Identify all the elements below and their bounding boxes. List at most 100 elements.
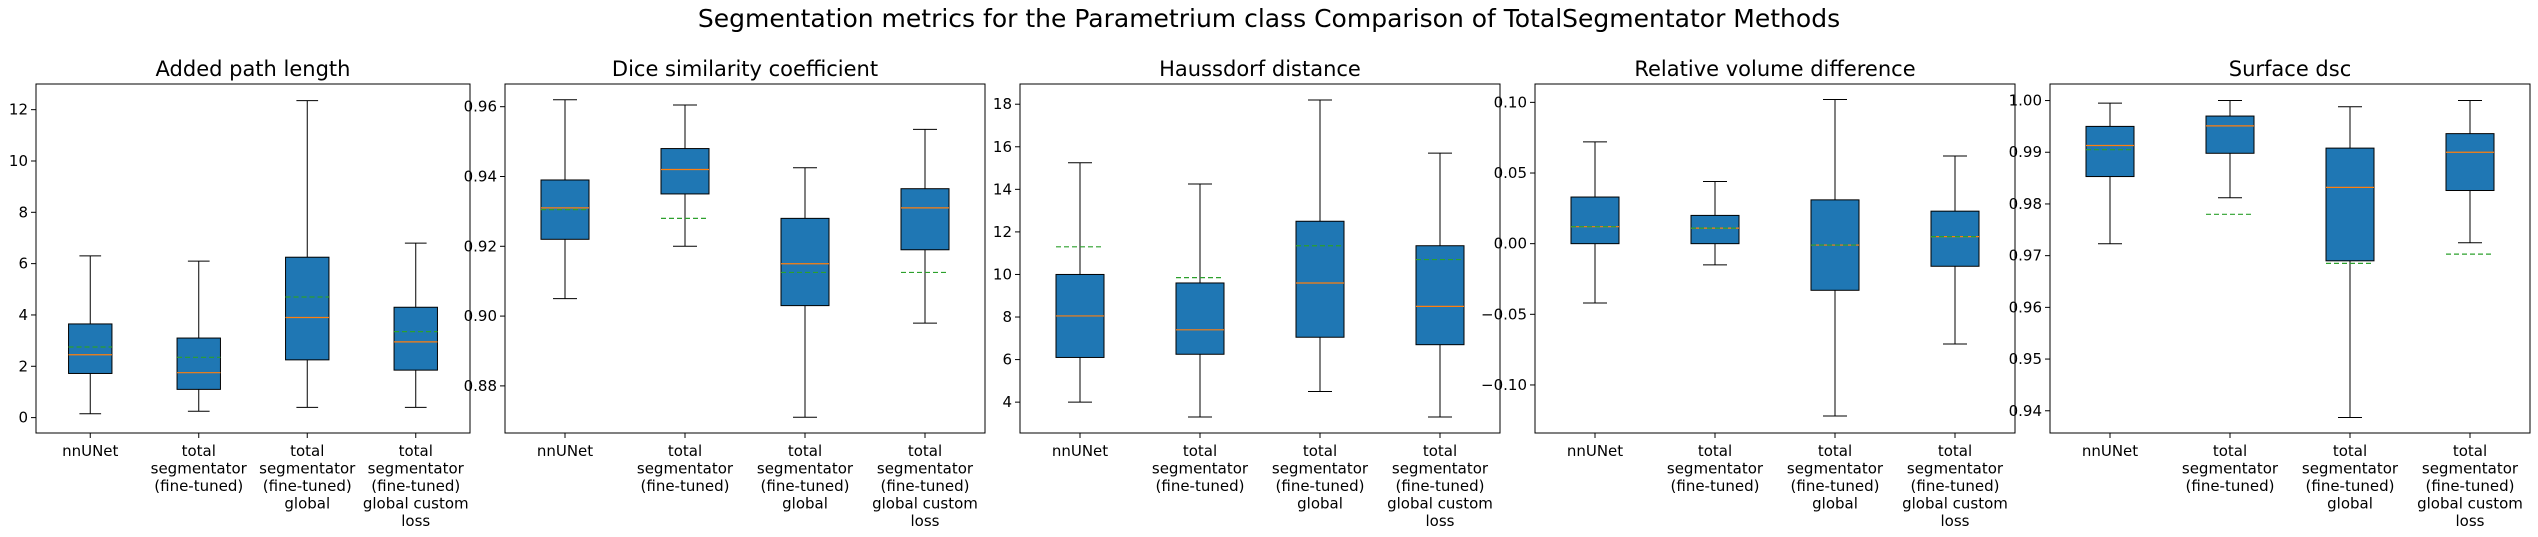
box-2 [2205,100,2255,215]
box-1 [1055,162,1105,403]
x-tick-label: total segmentator (fine-tuned) [1152,442,1249,495]
box-3 [285,100,330,408]
box-2 [1690,180,1740,266]
iqr-box [1295,220,1345,338]
iqr-box [2445,133,2495,192]
x-tick-label: total segmentator (fine-tuned) global custo… [1387,442,1493,530]
box-2 [660,104,710,247]
y-tick-label: 2 [18,357,28,375]
x-tick-label: nnUNet [1567,442,1623,460]
y-tick-label: 0.99 [2009,143,2042,161]
iqr-box [2325,147,2375,262]
axes-frame [2049,83,2531,434]
y-tick-label: 0.95 [2009,350,2042,368]
y-tick-label: 6 [1002,351,1012,369]
y-tick-label: 12 [9,101,28,119]
y-tick-label: 0.05 [1494,164,1527,182]
y-tick-label: 0.96 [464,98,497,116]
x-tick-label: total segmentator (fine-tuned) global [259,442,356,513]
x-tick-label: total segmentator (fine-tuned) global [1272,442,1369,513]
y-tick-label: 0.94 [2009,402,2042,420]
y-tick-label: 8 [18,203,28,221]
y-tick-label: −0.05 [1481,305,1527,323]
subplot-4: Relative volume difference −0.10 −0.05 0.00… [1481,57,2016,530]
x-tick-label: total segmentator (fine-tuned) [151,442,248,495]
y-tick-label: 4 [18,306,28,324]
iqr-box [68,323,113,374]
iqr-box [1175,282,1225,355]
box-1 [540,99,590,300]
iqr-box [1690,214,1740,245]
x-tick-label: total segmentator (fine-tuned) global [1787,442,1884,513]
x-tick-label: total segmentator (fine-tuned) global [2302,442,2399,513]
x-tick-label: total segmentator (fine-tuned) global custo… [363,442,469,530]
iqr-box [2205,115,2255,154]
subplot-3: Haussdorf distance 4 6 8 10 12 14 16 18 nnUNet tot… [993,57,1501,530]
iqr-box [1415,245,1465,346]
y-tick-label: 4 [1002,393,1012,411]
y-tick-label: 10 [993,265,1012,283]
x-tick-label: nnUNet [537,442,593,460]
iqr-box [1930,210,1980,267]
box-4 [1930,155,1980,345]
box-2 [1175,183,1225,418]
x-tick-label: total segmentator (fine-tuned) [2182,442,2279,495]
y-tick-label: 0.92 [464,237,497,255]
y-tick-label: 18 [993,95,1012,113]
x-tick-label: total segmentator (fine-tuned) [1667,442,1764,495]
subplot-title: Surface dsc [2229,57,2352,81]
y-tick-label: 0.94 [464,167,497,185]
subplot-2: Dice similarity coefficient 0.88 0.90 0.92 0… [464,57,986,530]
box-3 [1810,99,1860,417]
x-tick-label: total segmentator (fine-tuned) [637,442,734,495]
iqr-box [900,188,950,251]
y-tick-label: 0.97 [2009,247,2042,265]
box-4 [2445,100,2495,255]
x-tick-label: total segmentator (fine-tuned) global custo… [1902,442,2008,530]
x-tick-label: total segmentator (fine-tuned) global custo… [2417,442,2523,530]
y-tick-label: 0.00 [1494,235,1527,253]
iqr-box [780,217,830,307]
box-2 [176,260,221,412]
y-tick-label: 10 [9,152,28,170]
iqr-box [2085,125,2135,178]
y-tick-label: 0.90 [464,307,497,325]
subplot-title: Added path length [156,57,351,81]
subplot-title: Dice similarity coefficient [612,57,878,81]
axes-frame [504,83,986,434]
figure-title: Segmentation metrics for the Parametrium… [697,4,1841,33]
y-tick-label: 0.98 [2009,195,2042,213]
box-1 [68,255,113,415]
x-tick-label: nnUNet [2082,442,2138,460]
y-tick-label: 12 [993,223,1012,241]
subplot-title: Haussdorf distance [1159,57,1361,81]
y-tick-label: 0.10 [1494,93,1527,111]
x-tick-label: total segmentator (fine-tuned) global custo… [872,442,978,530]
box-3 [780,167,830,418]
y-tick-label: 0.96 [2009,298,2042,316]
box-4 [900,128,950,324]
box-3 [2325,106,2375,418]
iqr-box [660,148,710,195]
y-tick-label: 1.00 [2009,92,2042,110]
axes-frame [1019,83,1501,434]
iqr-box [1570,196,1620,245]
y-tick-label: 0.88 [464,377,497,395]
box-4 [393,242,438,408]
subplot-title: Relative volume difference [1634,57,1915,81]
y-tick-label: 0 [18,409,28,427]
box-3 [1295,99,1345,393]
iqr-box [285,256,330,361]
box-1 [1570,141,1620,304]
y-tick-label: 14 [993,180,1012,198]
box-1 [2085,102,2135,245]
iqr-box [393,306,438,371]
x-tick-label: total segmentator (fine-tuned) global [757,442,854,513]
x-tick-label: nnUNet [1052,442,1108,460]
subplot-1: Added path length 0 2 4 6 8 10 12 nnUNet total seg… [9,57,471,530]
axes-frame [1534,83,2016,434]
axes-frame [35,83,471,434]
box-4 [1415,152,1465,418]
subplot-5: Surface dsc 0.94 0.95 0.96 0.97 0.98 0.99 1.00 n… [2009,57,2531,530]
